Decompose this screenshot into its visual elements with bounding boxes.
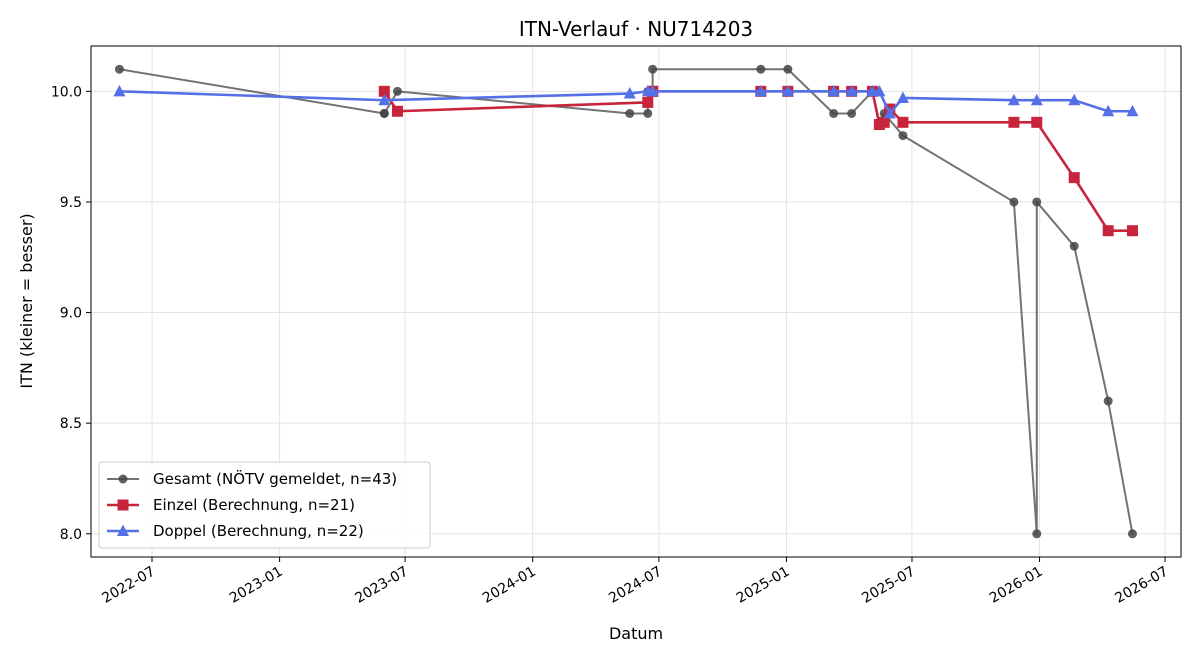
series-1 bbox=[114, 64, 1137, 539]
data-point bbox=[878, 116, 890, 128]
legend-label: Gesamt (NÖTV gemeldet, n=43) bbox=[153, 469, 397, 488]
series-line bbox=[119, 68, 1134, 535]
series-3 bbox=[113, 84, 1139, 119]
data-point bbox=[379, 108, 389, 118]
data-point bbox=[845, 84, 858, 97]
y-tick-label: 8.0 bbox=[60, 527, 82, 543]
plot-frame bbox=[90, 45, 1182, 558]
data-point bbox=[783, 64, 793, 74]
data-point bbox=[643, 108, 653, 118]
data-point bbox=[1032, 529, 1042, 539]
data-point bbox=[897, 116, 909, 128]
data-point bbox=[781, 84, 794, 97]
data-point bbox=[378, 93, 391, 106]
grid bbox=[91, 46, 1181, 557]
series-layer bbox=[113, 64, 1139, 539]
legend-marker bbox=[117, 499, 129, 511]
y-tick-label: 9.0 bbox=[60, 306, 82, 322]
data-point bbox=[392, 86, 402, 96]
legend-box bbox=[98, 461, 431, 549]
legend-marker bbox=[117, 524, 129, 536]
chart-title: ITN-Verlauf · NU714203 bbox=[519, 17, 753, 41]
data-point bbox=[114, 64, 124, 74]
legend-label: Einzel (Berechnung, n=21) bbox=[153, 496, 355, 514]
y-tick-label: 10.0 bbox=[51, 84, 82, 100]
data-point bbox=[1102, 225, 1114, 237]
data-point bbox=[1126, 104, 1139, 117]
series-markers bbox=[113, 84, 1139, 119]
data-point bbox=[642, 96, 654, 108]
data-point bbox=[1102, 104, 1115, 117]
legend-entry: Einzel (Berechnung, n=21) bbox=[107, 496, 355, 514]
legend-entry: Doppel (Berechnung, n=22) bbox=[107, 522, 364, 540]
data-point bbox=[898, 131, 908, 141]
y-tick-label: 8.5 bbox=[60, 416, 82, 432]
y-axis-ticks: 8.0 8.5 9.0 9.5 10.0 bbox=[51, 84, 91, 543]
data-point bbox=[1103, 396, 1113, 406]
data-point bbox=[829, 108, 839, 118]
data-point bbox=[1127, 529, 1137, 539]
y-tick-label: 9.5 bbox=[60, 195, 82, 211]
data-point bbox=[1068, 172, 1080, 184]
data-point bbox=[1068, 93, 1081, 106]
data-point bbox=[883, 106, 896, 119]
data-point bbox=[1032, 197, 1042, 207]
data-point bbox=[623, 87, 636, 99]
data-point bbox=[648, 64, 658, 74]
data-point bbox=[873, 84, 886, 97]
data-point bbox=[896, 91, 909, 103]
data-point bbox=[1007, 93, 1020, 106]
data-point bbox=[1009, 197, 1019, 207]
y-axis-label: ITN (kleiner = besser) bbox=[17, 213, 36, 388]
data-point bbox=[378, 85, 390, 97]
data-point bbox=[827, 84, 840, 97]
data-point bbox=[113, 84, 126, 97]
data-point bbox=[1031, 116, 1043, 128]
data-point bbox=[756, 64, 766, 74]
data-point bbox=[1069, 241, 1079, 251]
legend: Gesamt (NÖTV gemeldet, n=43) Einzel (Bere… bbox=[98, 461, 431, 549]
data-point bbox=[625, 108, 635, 118]
data-point bbox=[847, 108, 857, 118]
data-point bbox=[391, 105, 403, 117]
data-point bbox=[754, 84, 767, 97]
legend-label: Doppel (Berechnung, n=22) bbox=[153, 522, 364, 540]
legend-marker bbox=[118, 474, 128, 484]
data-point bbox=[1030, 93, 1043, 106]
data-point bbox=[646, 84, 659, 97]
legend-entry: Gesamt (NÖTV gemeldet, n=43) bbox=[107, 469, 397, 488]
data-point bbox=[1126, 225, 1138, 237]
x-axis-label: Datum bbox=[609, 624, 663, 643]
data-point bbox=[1008, 116, 1020, 128]
